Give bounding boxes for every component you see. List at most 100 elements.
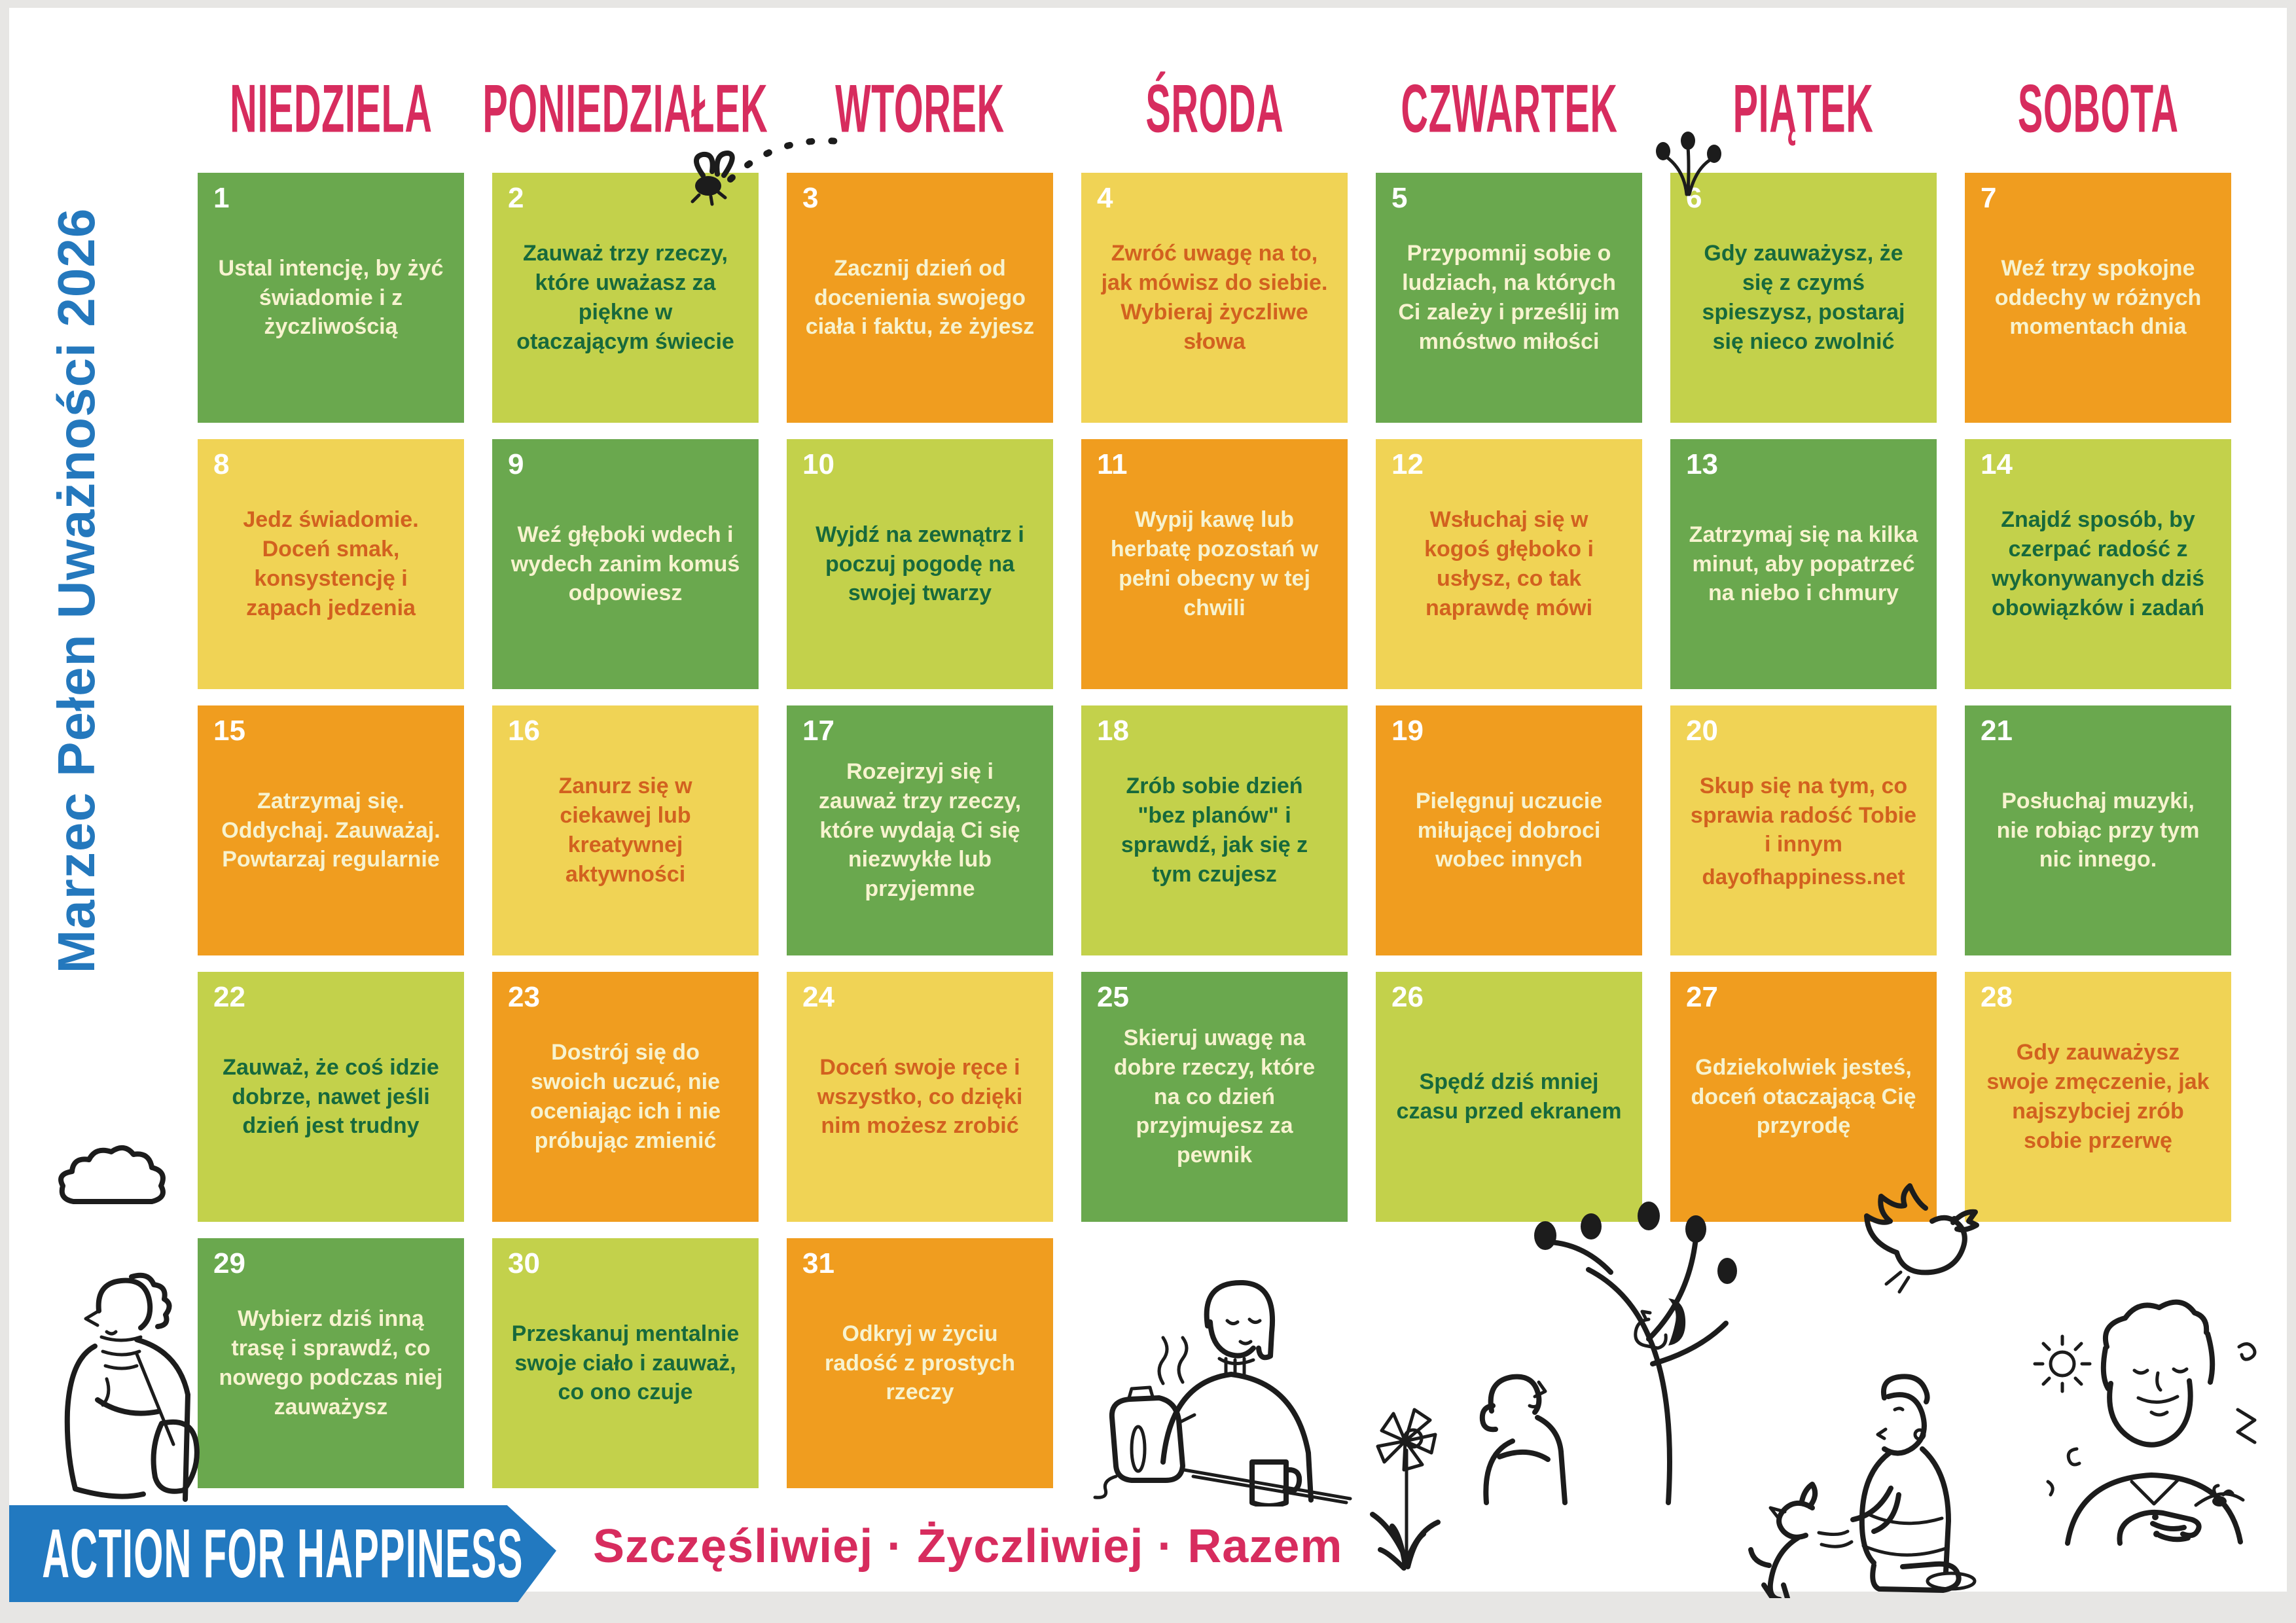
calendar-day-tile: 3 Zacznij dzień od docenienia swojego cia… — [787, 173, 1053, 423]
day-number: 29 — [213, 1247, 245, 1279]
brand-ribbon: ACTION FOR HAPPINESS — [9, 1505, 556, 1602]
day-tip-text: Wsłuchaj się w kogoś głęboko i usłysz, c… — [1424, 507, 1594, 620]
calendar-day-tile: 1 Ustal intencję, by żyć świadomie i z ży… — [198, 173, 464, 423]
day-tip-text: Rozejrzyj się i zauważ trzy rzeczy, któr… — [818, 758, 1022, 902]
cloud-icon — [55, 1133, 206, 1212]
day-number: 12 — [1391, 448, 1424, 480]
weekday-label: ŚRODA — [1145, 71, 1284, 147]
day-tip-text: Zatrzymaj się na kilka minut, aby popatr… — [1689, 522, 1918, 606]
day-number: 2 — [508, 182, 524, 214]
calendar-day-tile: 25 Skieruj uwagę na dobre rzeczy, które n… — [1081, 972, 1348, 1222]
calendar-day-tile: 16 Zanurz się w ciekawej lub kreatywnej a… — [492, 705, 759, 955]
calendar-day-tile: 18 Zrób sobie dzień "bez planów" i sprawd… — [1081, 705, 1348, 955]
calendar-day-tile: 10 Wyjdź na zewnątrz i poczuj pogodę na s… — [787, 439, 1053, 689]
day-number: 3 — [802, 182, 819, 214]
day-number: 9 — [508, 448, 524, 480]
brand-label: ACTION FOR HAPPINESS — [42, 1514, 524, 1592]
day-tip-text: Zauważ, że coś idzie dobrze, nawet jeśli… — [223, 1054, 439, 1139]
weekday-label: PONIEDZIAŁEK — [482, 71, 768, 147]
woman-with-kettle-doodle — [1086, 1245, 1361, 1507]
calendar-day-tile: 12 Wsłuchaj się w kogoś głęboko i usłysz,… — [1376, 439, 1642, 689]
day-tip-text: Doceń swoje ręce i wszystko, co dzięki n… — [817, 1054, 1023, 1139]
day-tip-text: Przypomnij sobie o ludziach, na których … — [1398, 241, 1620, 354]
calendar-day-tile: 2 Zauważ trzy rzeczy, które uważasz za pi… — [492, 173, 759, 423]
calendar-day-tile: 30 Przeskanuj mentalnie swoje ciało i zau… — [492, 1238, 759, 1488]
calendar-day-tile: 11 Wypij kawę lub herbatę pozostań w pełn… — [1081, 439, 1348, 689]
calendar-day-tile: 24 Doceń swoje ręce i wszystko, co dzięki… — [787, 972, 1053, 1222]
day-number: 20 — [1686, 715, 1718, 747]
day-number: 14 — [1981, 448, 2013, 480]
weekday-label: PIĄTEK — [1733, 71, 1874, 147]
weekday-label: WTOREK — [835, 71, 1005, 147]
calendar-day-tile: 5 Przypomnij sobie o ludziach, na których… — [1376, 173, 1642, 423]
day-number: 31 — [802, 1247, 834, 1279]
calendar-day-tile: 13 Zatrzymaj się na kilka minut, aby popa… — [1670, 439, 1937, 689]
day-number: 1 — [213, 182, 230, 214]
weekday-header: CZWARTEK — [1376, 71, 1642, 147]
day-number: 8 — [213, 448, 230, 480]
day-link[interactable]: dayofhappiness.net — [1702, 865, 1905, 889]
day-tip-text: Skup się na tym, co sprawia radość Tobie… — [1690, 773, 1917, 857]
day-tip-text: Skieruj uwagę na dobre rzeczy, które na … — [1113, 1025, 1316, 1168]
weekday-label: NIEDZIELA — [229, 71, 433, 147]
weekday-header-row: NIEDZIELA PONIEDZIAŁEK WTOREK ŚRODA CZWARTEK… — [198, 71, 2231, 147]
page-title: Marzec Pełen Uważności 2026 — [47, 207, 105, 974]
day-tip-text: Weź trzy spokojne oddechy w różnych mome… — [1994, 255, 2202, 340]
weekday-header: PONIEDZIAŁEK — [482, 71, 767, 147]
sprout-buds-icon — [1649, 129, 1727, 198]
day-number: 5 — [1391, 182, 1408, 214]
day-tip-text: Weź głęboki wdech i wydech zanim komuś o… — [511, 522, 740, 606]
day-tip-text: Posłuchaj muzyki, nie robiąc przy tym ni… — [1996, 788, 2200, 872]
calendar-day-tile: 28 Gdy zauważysz swoje zmęczenie, jak naj… — [1965, 972, 2231, 1222]
day-number: 24 — [802, 981, 834, 1013]
day-number: 4 — [1097, 182, 1113, 214]
calendar-day-tile: 31 Odkryj w życiu radość z prostych rzecz… — [787, 1238, 1053, 1488]
day-tip-text: Przeskanuj mentalnie swoje ciało i zauwa… — [511, 1321, 740, 1405]
day-number: 10 — [802, 448, 834, 480]
day-tip-text: Zacznij dzień od docenienia swojego ciał… — [805, 255, 1035, 340]
calendar-day-tile: 9 Weź głęboki wdech i wydech zanim komuś … — [492, 439, 759, 689]
day-tip-text: Zrób sobie dzień "bez planów" i sprawdź,… — [1121, 774, 1308, 887]
day-tip-text: Zwróć uwagę na to, jak mówisz do siebie.… — [1101, 241, 1328, 354]
calendar-day-tile: 23 Dostrój się do swoich uczuć, nie oceni… — [492, 972, 759, 1222]
day-tip-text: Gdy zauważysz swoje zmęczenie, jak najsz… — [1986, 1040, 2210, 1153]
day-tip-text: Znajdź sposób, by czerpać radość z wykon… — [1992, 507, 2204, 620]
weekday-label: SOBOTA — [2017, 71, 2179, 147]
calendar-day-tile: 17 Rozejrzyj się i zauważ trzy rzeczy, kt… — [787, 705, 1053, 955]
day-number: 27 — [1686, 981, 1718, 1013]
day-number: 23 — [508, 981, 540, 1013]
calendar-day-tile: 6 Gdy zauważysz, że się z czymś spieszysz… — [1670, 173, 1937, 423]
calendar-day-tile: 14 Znajdź sposób, by czerpać radość z wyk… — [1965, 439, 2231, 689]
day-tip-text: Ustal intencję, by żyć świadomie i z życ… — [218, 255, 444, 340]
daffodil-icon — [1354, 1402, 1459, 1598]
calendar-day-tile: 8 Jedz świadomie. Doceń smak, konsystencj… — [198, 439, 464, 689]
day-number: 13 — [1686, 448, 1718, 480]
footer-tagline: Szczęśliwiej · Życzliwiej · Razem — [593, 1520, 1343, 1573]
weekday-header: ŚRODA — [1081, 71, 1348, 147]
day-number: 16 — [508, 715, 540, 747]
weekday-header: NIEDZIELA — [198, 71, 464, 147]
day-tip-text: Wyjdź na zewnątrz i poczuj pogodę na swo… — [816, 522, 1024, 606]
weekday-label: CZWARTEK — [1400, 71, 1618, 147]
weekday-header: SOBOTA — [1965, 71, 2231, 147]
day-number: 30 — [508, 1247, 540, 1279]
calendar-day-tile: 19 Pielęgnuj uczucie miłującej dobroci wo… — [1376, 705, 1642, 955]
tree-squirrel-child-doodle — [1452, 1192, 1740, 1507]
day-number: 28 — [1981, 981, 2013, 1013]
day-number: 25 — [1097, 981, 1129, 1013]
day-tip-text: Odkryj w życiu radość z prostych rzeczy — [825, 1321, 1015, 1405]
day-number: 22 — [213, 981, 245, 1013]
day-tip-text: Pielęgnuj uczucie miłującej dobroci wobe… — [1415, 788, 1603, 872]
person-with-scarf-doodle — [39, 1248, 215, 1510]
day-number: 26 — [1391, 981, 1424, 1013]
day-tip-text: Zauważ trzy rzeczy, które uważasz za pię… — [516, 241, 734, 354]
day-tip-text: Dostrój się do swoich uczuć, nie oceniaj… — [529, 1040, 721, 1153]
day-number: 15 — [213, 715, 245, 747]
day-number: 21 — [1981, 715, 2013, 747]
day-tip-text: Gdziekolwiek jesteś, doceń otaczającą Ci… — [1691, 1054, 1916, 1139]
day-tip-text: Spędź dziś mniej czasu przed ekranem — [1396, 1069, 1622, 1124]
calendar-day-tile: 29 Wybierz dziś inną trasę i sprawdź, co … — [198, 1238, 464, 1488]
day-tip-text: Zanurz się w ciekawej lub kreatywnej akt… — [558, 774, 692, 887]
weekday-header: WTOREK — [787, 71, 1053, 147]
